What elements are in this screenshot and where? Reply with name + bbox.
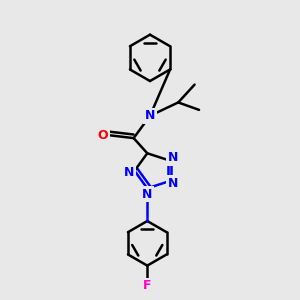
Text: N: N — [142, 188, 152, 201]
Text: O: O — [98, 129, 108, 142]
Text: N: N — [168, 151, 178, 164]
Text: N: N — [124, 166, 134, 179]
Text: N: N — [145, 109, 155, 122]
Text: N: N — [168, 177, 178, 190]
Text: F: F — [143, 279, 152, 292]
